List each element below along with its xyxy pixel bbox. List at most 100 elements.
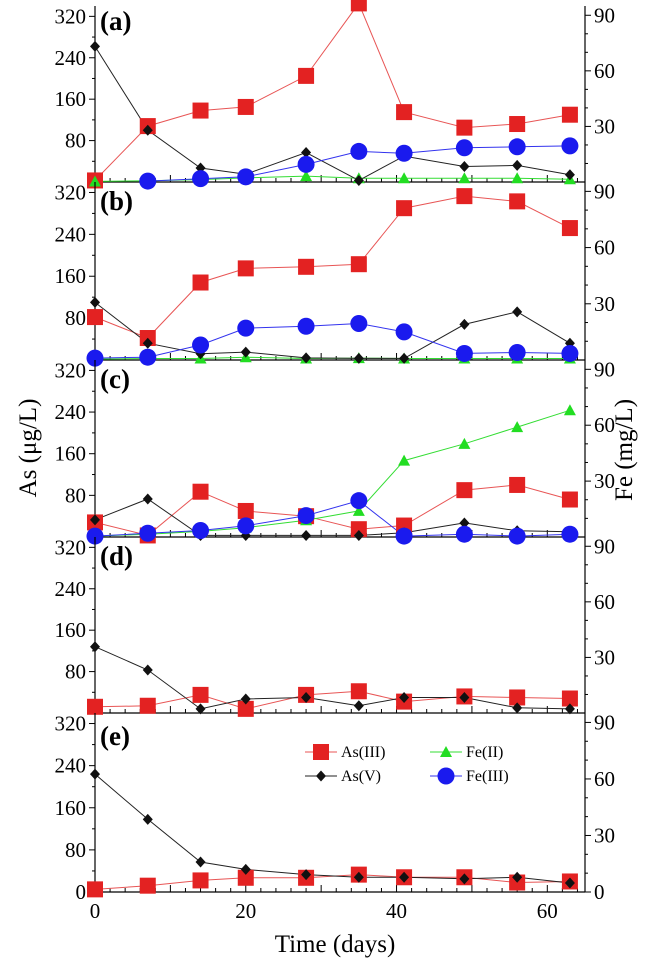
data-point-asiii [509, 689, 526, 706]
data-point-feiii [350, 314, 368, 332]
data-point-asv [353, 871, 364, 883]
data-point-asiii [192, 483, 209, 500]
data-point-feiii [192, 521, 210, 539]
series-line-asv [94, 302, 571, 359]
left-tick-label: 320 [55, 180, 87, 204]
data-point-feiii [297, 507, 315, 525]
legend-marker-asiii [313, 744, 329, 760]
data-point-asiii [237, 98, 254, 115]
data-point-asv [399, 352, 410, 364]
panel-d: 80 160 240 320 30 60 90 (d) [55, 534, 615, 717]
x-tick-label: 0 [90, 899, 101, 923]
data-point-asiii [456, 188, 473, 205]
left-tick-label: 160 [55, 618, 87, 642]
left-tick-label: 240 [55, 577, 87, 601]
data-point-asiii [456, 119, 473, 136]
legend-label: Fe(III) [466, 768, 509, 785]
data-point-asiii [561, 106, 578, 123]
data-point-feiii [350, 492, 368, 510]
right-tick-label: 60 [594, 236, 615, 260]
left-tick-label: 80 [65, 483, 86, 507]
data-point-feiii [561, 344, 579, 362]
series-line-asiii [94, 690, 570, 710]
left-tick-label: 240 [55, 46, 87, 70]
data-point-feiii [139, 348, 157, 366]
data-point-asiii [561, 491, 578, 508]
data-point-asiii [237, 502, 254, 519]
data-point-asiii [192, 274, 209, 291]
legend-label: As(III) [341, 744, 385, 761]
panel-a: 80 160 240 320 30 60 90 (a) [55, 0, 615, 190]
data-point-asv [90, 40, 100, 52]
data-point-feii [563, 404, 576, 416]
data-point-asv [459, 691, 470, 703]
data-point-feii [300, 170, 313, 182]
data-point-feiii [237, 517, 255, 535]
data-point-asiii [192, 102, 209, 119]
data-point-asv [301, 869, 312, 881]
data-point-feiii [192, 336, 210, 354]
data-point-feiii [455, 344, 473, 362]
panel-label: (d) [100, 541, 133, 571]
data-point-asv [353, 700, 364, 712]
left-tick-label: 240 [55, 222, 87, 246]
panel-label: (a) [100, 6, 131, 36]
data-point-feiii [86, 527, 104, 545]
data-point-asiii [350, 683, 367, 700]
data-point-asv [459, 160, 470, 172]
data-point-asv [353, 352, 364, 364]
data-point-feiii [86, 349, 104, 367]
right-tick-label: 90 [594, 3, 615, 27]
left-tick-label: 80 [65, 129, 86, 153]
data-point-feiii [455, 525, 473, 543]
data-point-asv [142, 664, 153, 676]
right-axis-title: Fe (mg/L) [611, 399, 638, 501]
left-tick-label: 320 [55, 535, 87, 559]
right-tick-label: 90 [594, 710, 615, 734]
data-point-feiii [455, 139, 473, 157]
data-point-asv [90, 514, 100, 526]
right-tick-label: 30 [594, 823, 615, 847]
data-point-asv [459, 873, 470, 885]
data-point-asv [399, 871, 410, 883]
series-line-asv [94, 46, 570, 181]
x-axis-title: Time (days) [275, 931, 396, 958]
data-point-asv [301, 146, 312, 158]
data-point-feiii [508, 138, 526, 156]
series-line-feiii [94, 500, 570, 537]
data-point-asv [512, 871, 523, 883]
data-point-asv [459, 517, 470, 529]
data-point-asv [512, 159, 523, 171]
legend: As(III) Fe(II) As(V) Fe(III) [305, 744, 509, 785]
data-point-feii [89, 175, 101, 187]
data-point-asiii [509, 116, 526, 133]
panel-label: (b) [100, 186, 133, 216]
panel-b: 80 160 240 320 30 60 90 (b) [55, 179, 615, 367]
data-point-asiii [192, 686, 209, 703]
data-point-asv [512, 306, 523, 318]
data-point-feiii [297, 155, 315, 173]
left-axis-title: As (μg/L) [15, 399, 42, 498]
data-point-feii [458, 172, 471, 184]
data-point-asiii [192, 872, 209, 889]
right-tick-label: 60 [594, 413, 615, 437]
left-tick-label: 160 [55, 87, 87, 111]
series-line-asv [94, 498, 570, 536]
data-point-feiii [395, 323, 413, 341]
right-tick-label: 30 [594, 292, 615, 316]
data-point-asiii [298, 67, 315, 84]
data-point-feiii [237, 319, 255, 337]
data-point-asiii [509, 193, 526, 210]
left-tick-label: 160 [55, 796, 87, 820]
left-tick-label: 80 [65, 306, 86, 330]
left-tick-label: 320 [55, 712, 87, 736]
data-point-asiii [350, 256, 367, 273]
data-point-asv [240, 346, 251, 358]
data-point-feiii [395, 144, 413, 162]
data-point-feiii [192, 170, 210, 188]
left-tick-label: 320 [55, 4, 87, 28]
data-point-asiii [350, 521, 367, 538]
data-point-asiii [237, 700, 254, 717]
legend-marker-feii [440, 746, 452, 757]
data-point-asiii [237, 869, 254, 886]
